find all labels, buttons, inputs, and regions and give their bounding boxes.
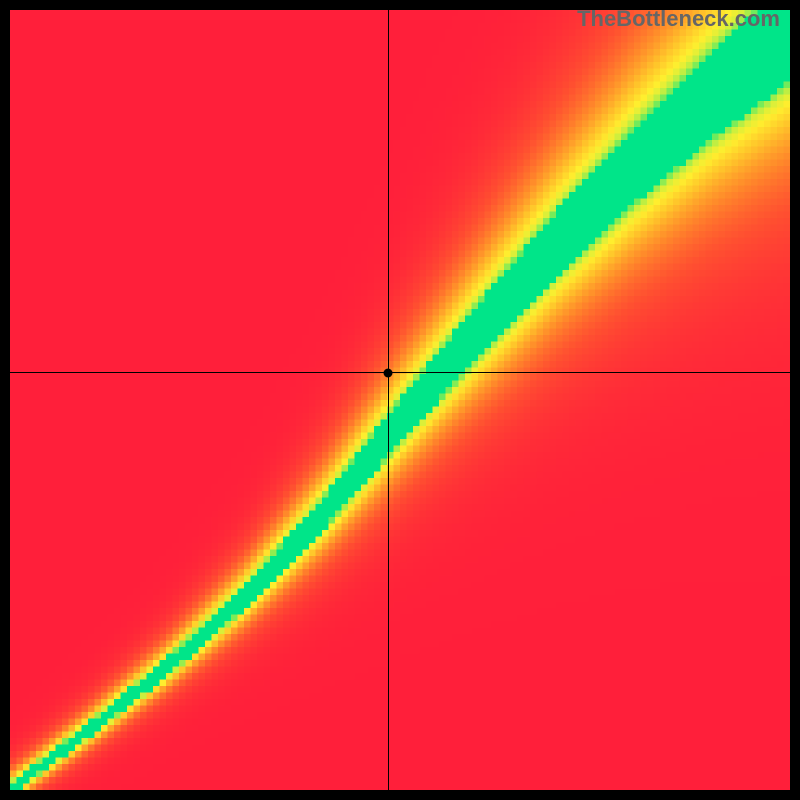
crosshair-marker <box>384 368 393 377</box>
chart-container: { "attribution": { "text": "TheBottlenec… <box>0 0 800 800</box>
crosshair-horizontal <box>10 372 790 373</box>
attribution-label: TheBottleneck.com <box>577 6 780 32</box>
crosshair-vertical <box>388 10 389 790</box>
bottleneck-heatmap <box>10 10 790 790</box>
